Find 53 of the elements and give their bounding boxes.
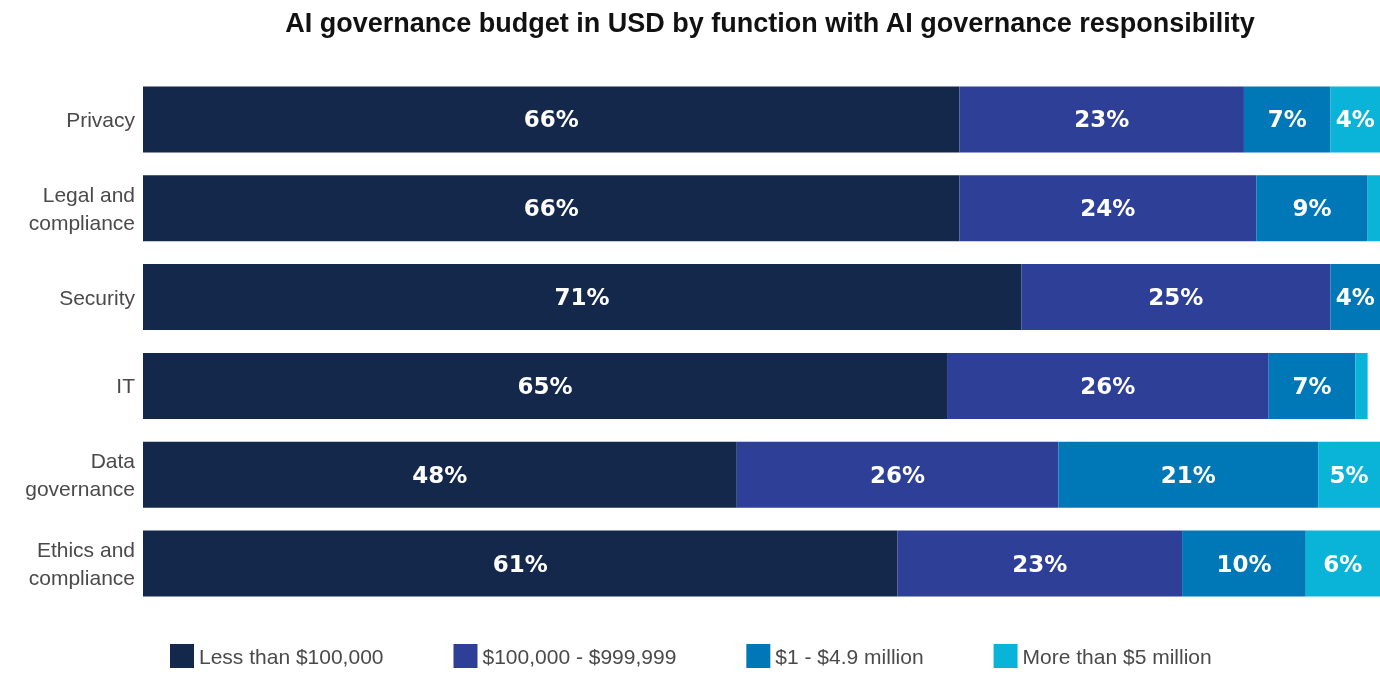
data-label: 24% (1080, 195, 1136, 222)
bar (736, 441, 1059, 508)
data-label: 26% (1080, 372, 1136, 399)
bar (1268, 352, 1356, 419)
data-label: 7% (1292, 372, 1332, 399)
bar (143, 352, 948, 419)
bar (1355, 352, 1368, 419)
bar (143, 530, 898, 597)
data-label: 71% (554, 284, 610, 311)
bar (143, 264, 1022, 331)
data-label: 5% (1329, 461, 1369, 488)
data-label: 10% (1216, 550, 1272, 577)
data-label: 48% (412, 461, 468, 488)
legend-label: More than $5 million (1022, 644, 1212, 668)
bar (959, 175, 1257, 242)
data-label: 7% (1267, 106, 1307, 133)
bar (1367, 175, 1380, 242)
data-label: 9% (1292, 195, 1332, 222)
data-label: 6% (1323, 550, 1363, 577)
data-label: 26% (870, 461, 926, 488)
bar (1318, 441, 1380, 508)
bar (143, 86, 960, 153)
data-label: 66% (523, 195, 579, 222)
data-label: 61% (492, 550, 548, 577)
y-tick-label: Privacy (66, 107, 136, 131)
bar (1305, 530, 1380, 597)
bar (947, 352, 1269, 419)
data-label: 4% (1335, 284, 1375, 311)
data-label: 4% (1335, 106, 1375, 133)
data-label: 21% (1160, 461, 1216, 488)
bar (143, 175, 960, 242)
y-tick-label: IT (116, 374, 136, 398)
bar (1058, 441, 1319, 508)
bar (1256, 175, 1368, 242)
y-tick-label: Legal and compliance (28, 182, 135, 234)
data-label: 66% (523, 106, 579, 133)
bar (143, 441, 737, 508)
chart-title: AI governance budget in USD by function with AI governance responsibility (285, 7, 1255, 38)
data-label: 25% (1148, 284, 1204, 311)
legend-label: Less than $100,000 (199, 644, 384, 668)
bar (1243, 86, 1331, 153)
data-label: 23% (1012, 550, 1068, 577)
y-tick-label: Ethics and compliance (28, 538, 135, 590)
bar (959, 86, 1244, 153)
bar (1182, 530, 1306, 597)
legend-label: $1 - $4.9 million (775, 644, 924, 668)
data-label: 65% (517, 372, 573, 399)
data-label: 23% (1074, 106, 1130, 133)
bar (897, 530, 1183, 597)
bar (1021, 264, 1331, 331)
legend-label: $100,000 - $999,999 (482, 644, 677, 668)
y-tick-label: Security (59, 285, 136, 309)
y-tick-label: Data governance (25, 449, 136, 501)
